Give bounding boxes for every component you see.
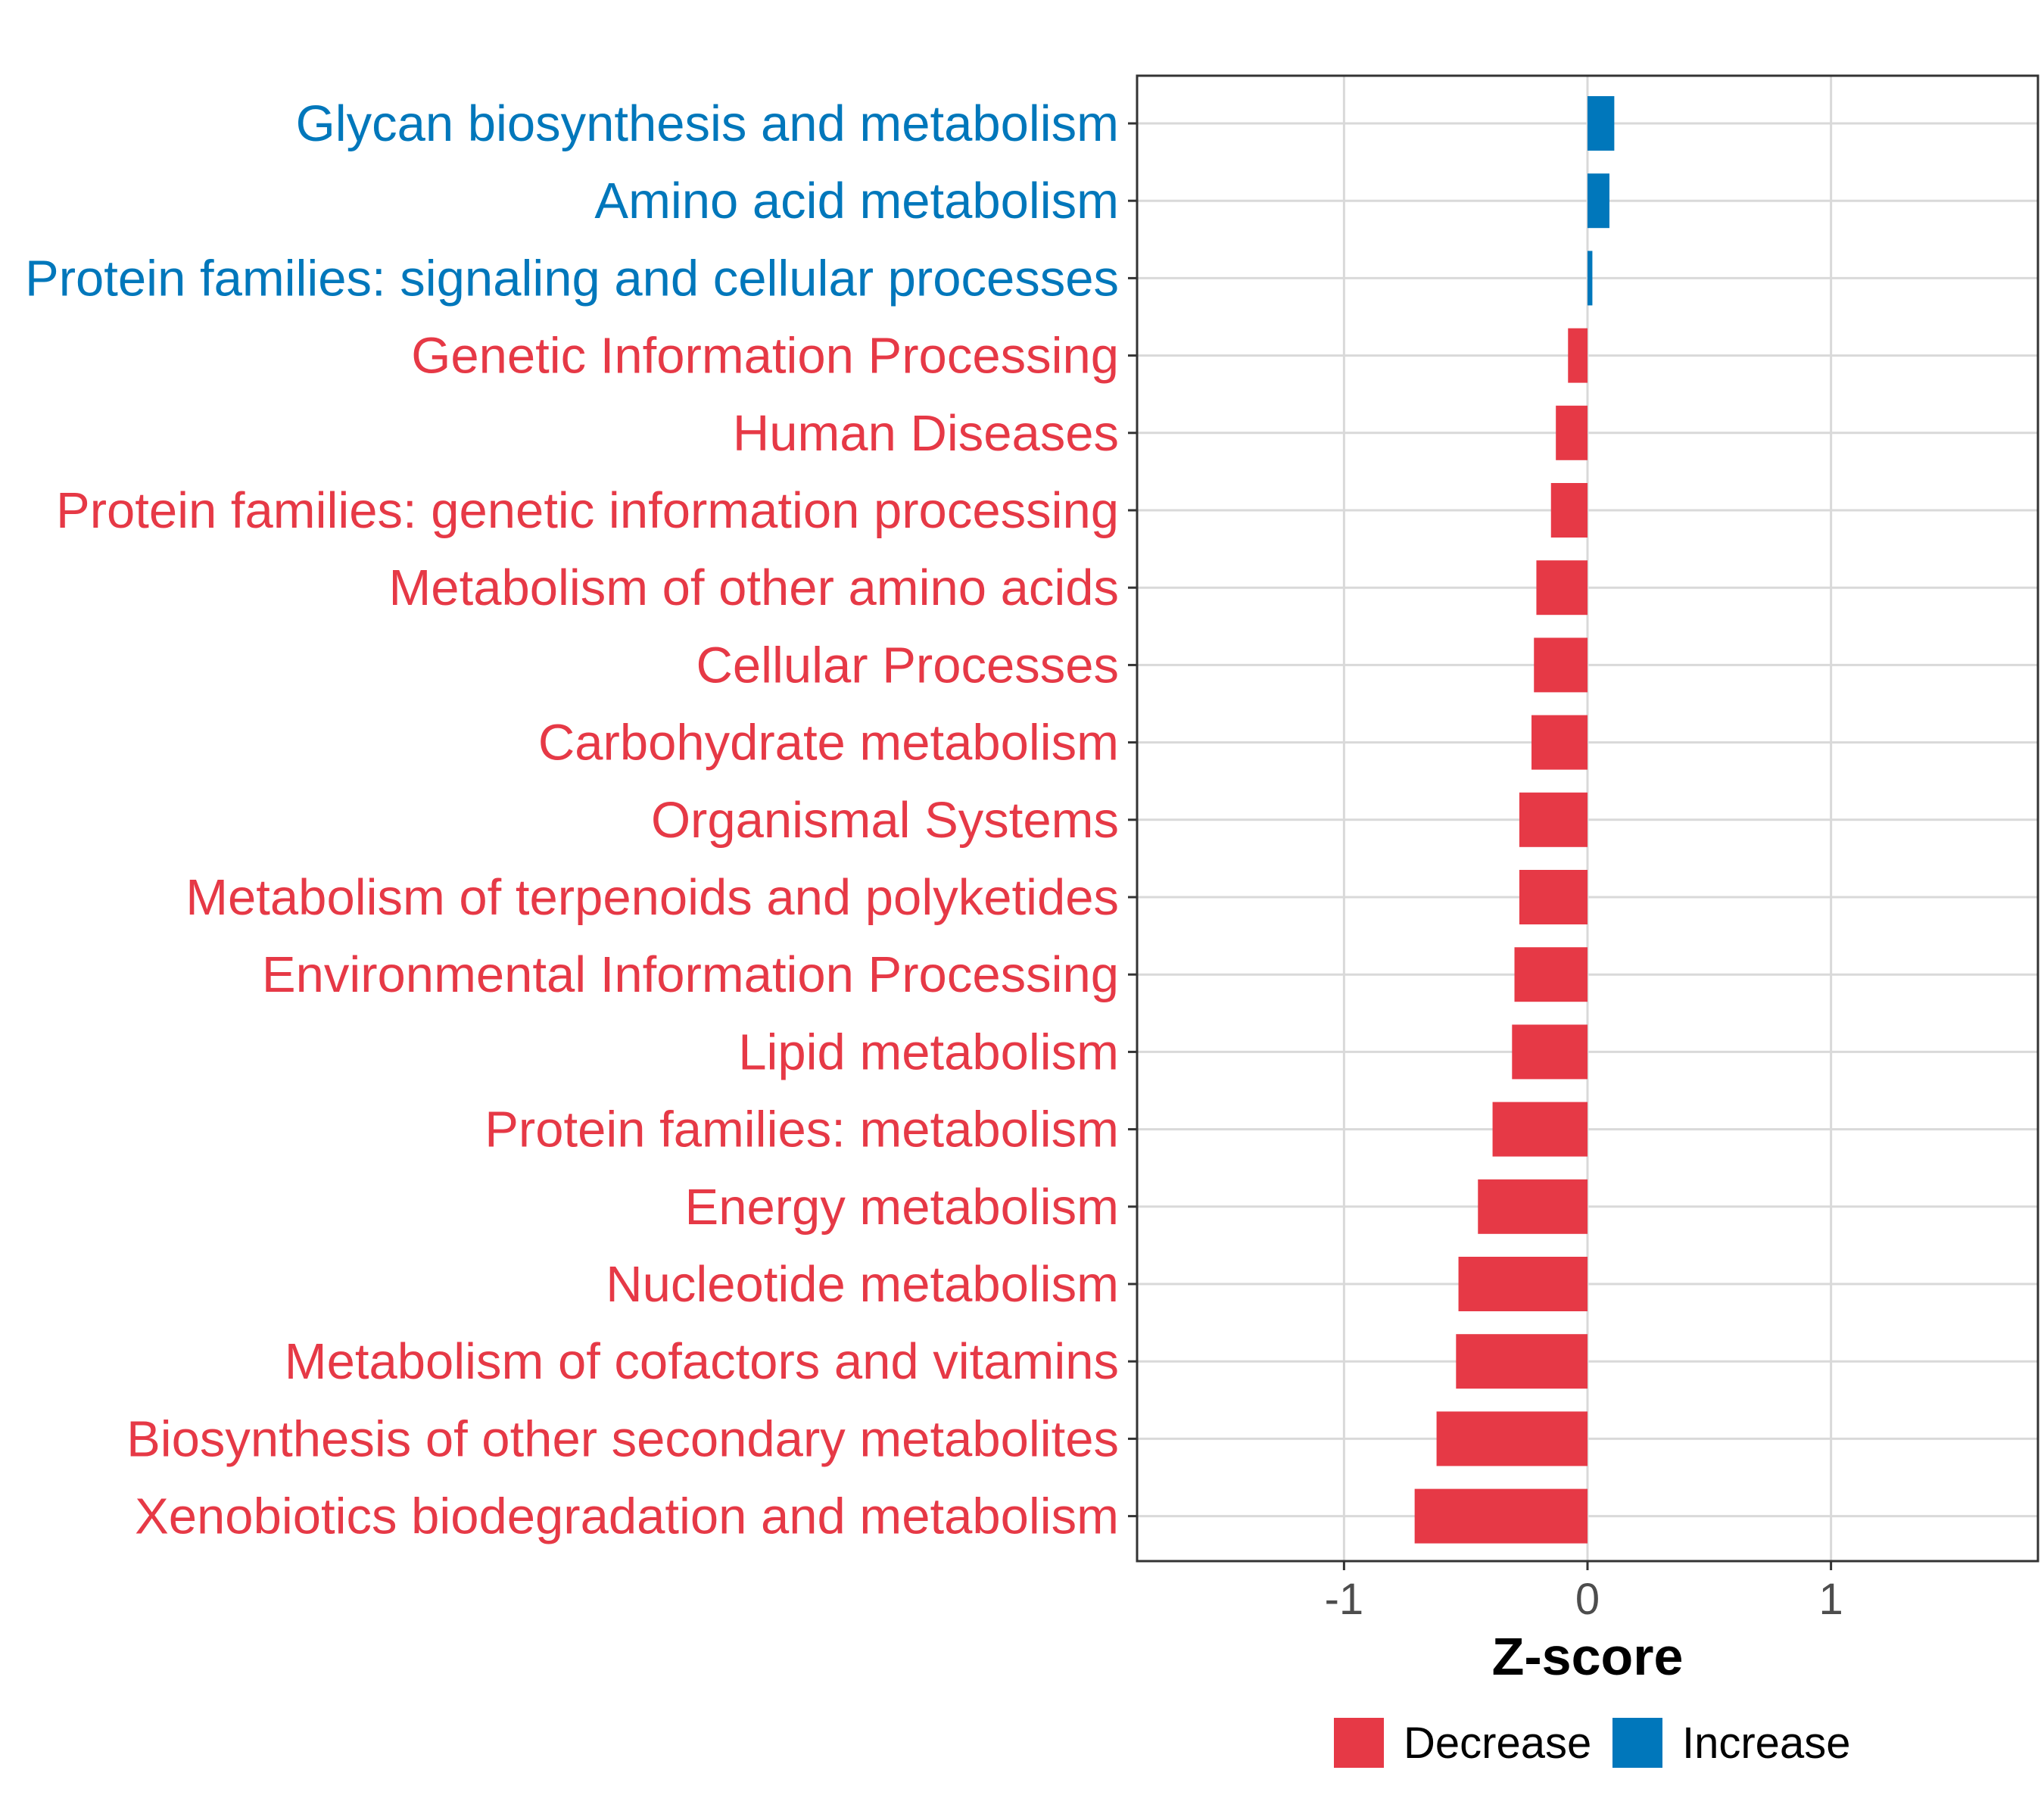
bar-increase — [1588, 173, 1609, 229]
category-label: Protein families: signaling and cellular… — [25, 250, 1119, 307]
legend-key-increase — [1612, 1718, 1662, 1768]
category-label: Organismal Systems — [651, 792, 1119, 849]
bar-decrease — [1534, 637, 1588, 693]
bar-decrease — [1531, 715, 1588, 770]
category-label: Amino acid metabolism — [594, 173, 1119, 229]
category-label: Metabolism of terpenoids and polyketides — [185, 869, 1119, 926]
category-label: Genetic Information Processing — [411, 328, 1119, 385]
bar-decrease — [1550, 483, 1588, 538]
bar-increase — [1588, 96, 1615, 151]
category-label: Cellular Processes — [696, 637, 1119, 693]
bar-decrease — [1568, 328, 1588, 383]
bar-decrease — [1514, 947, 1588, 1002]
category-label: Human Diseases — [733, 405, 1119, 462]
category-label: Protein families: metabolism — [485, 1102, 1119, 1158]
bar-decrease — [1414, 1488, 1588, 1544]
category-label: Protein families: genetic information pr… — [56, 482, 1119, 539]
category-label: Nucleotide metabolism — [606, 1256, 1119, 1313]
category-label: Carbohydrate metabolism — [538, 715, 1119, 771]
legend-label-decrease: Decrease — [1404, 1719, 1591, 1768]
x-tick-label: 0 — [1575, 1575, 1600, 1624]
bar-increase — [1588, 251, 1593, 306]
bar-decrease — [1458, 1257, 1588, 1311]
category-label: Metabolism of other amino acids — [389, 559, 1120, 616]
x-axis: -1 0 1 — [1325, 1561, 1843, 1624]
category-label: Biosynthesis of other secondary metaboli… — [126, 1410, 1119, 1467]
category-label: Glycan biosynthesis and metabolism — [296, 95, 1119, 152]
bar-decrease — [1536, 560, 1588, 616]
x-tick-label: 1 — [1818, 1575, 1843, 1624]
bar-decrease — [1519, 792, 1588, 847]
bar-decrease — [1492, 1102, 1588, 1157]
x-tick-label: -1 — [1325, 1575, 1364, 1624]
legend-key-decrease — [1334, 1718, 1384, 1768]
x-axis-title: Z-score — [1492, 1627, 1684, 1686]
bar-decrease — [1456, 1334, 1588, 1389]
category-label: Energy metabolism — [685, 1179, 1119, 1236]
bar-decrease — [1512, 1024, 1588, 1080]
y-axis: Glycan biosynthesis and metabolism Amino … — [25, 95, 1137, 1545]
bars — [1414, 96, 1615, 1544]
category-label: Environmental Information Processing — [262, 946, 1119, 1003]
bar-decrease — [1478, 1179, 1588, 1234]
legend-label-increase: Increase — [1682, 1719, 1850, 1768]
category-label: Xenobiotics biodegradation and metabolis… — [135, 1488, 1119, 1545]
category-label: Lipid metabolism — [738, 1024, 1119, 1080]
bar-decrease — [1436, 1411, 1588, 1466]
category-label: Metabolism of cofactors and vitamins — [285, 1333, 1119, 1390]
bar-decrease — [1556, 405, 1588, 460]
bar-decrease — [1519, 870, 1588, 924]
legend: Decrease Increase — [1334, 1718, 1850, 1768]
